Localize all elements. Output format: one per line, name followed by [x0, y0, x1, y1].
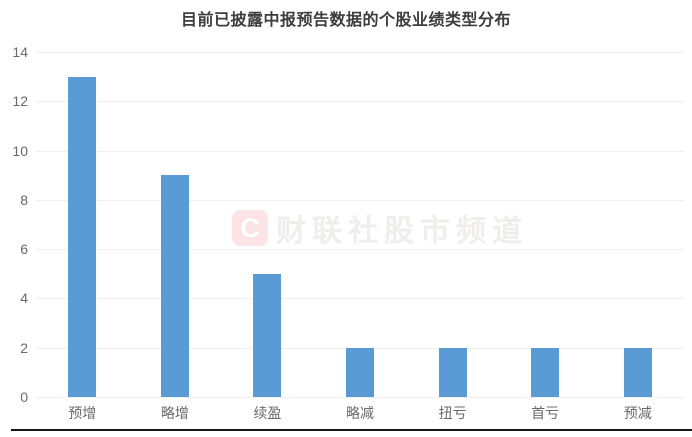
x-tick-label: 略减: [346, 405, 375, 421]
bar-预增: [68, 76, 97, 397]
y-axis-labels: 0 2 4 6 8 10 12 14: [0, 44, 28, 405]
bar-略增: [160, 175, 189, 397]
bar-slot: [499, 52, 592, 397]
bar-slot: [221, 52, 314, 397]
y-tick-label: 8: [20, 191, 28, 208]
gridline: [36, 101, 684, 103]
gridline: [36, 199, 684, 201]
bar-略减: [346, 347, 375, 397]
bar-slot: [406, 52, 499, 397]
chart-title: 目前已披露中报预告数据的个股业绩类型分布: [180, 12, 511, 29]
bottom-divider: [11, 429, 692, 431]
y-tick-label: 12: [12, 93, 28, 110]
gridline: [36, 397, 684, 398]
gridline: [36, 52, 684, 53]
bar-slot: [591, 52, 684, 397]
bar-首亏: [531, 347, 560, 397]
bars-layer: [36, 52, 684, 397]
x-tick-label: 预增: [68, 405, 97, 421]
bar-slot: [129, 52, 222, 397]
y-tick-label: 0: [20, 389, 28, 405]
x-tick-label: 略增: [160, 405, 189, 421]
y-tick-label: 10: [12, 142, 28, 159]
gridline: [36, 249, 684, 251]
gridline: [36, 298, 684, 300]
gridline: [36, 150, 684, 152]
y-tick-label: 6: [20, 241, 28, 258]
x-tick-label: 首亏: [531, 405, 560, 421]
y-tick-label: 2: [20, 339, 28, 356]
y-tick-label: 14: [12, 44, 28, 60]
bar-续盈: [253, 273, 282, 397]
bar-预减: [623, 347, 652, 397]
bar-扭亏: [438, 347, 467, 397]
x-tick-label: 预减: [623, 405, 652, 421]
bar-slot: [36, 52, 129, 397]
plot-area: [36, 52, 684, 398]
y-tick-label: 4: [20, 290, 28, 307]
x-tick-label: 续盈: [253, 405, 282, 421]
bar-slot: [314, 52, 407, 397]
x-axis-labels: 预增 略增 续盈 略减 扭亏 首亏 预减: [36, 403, 684, 423]
x-tick-label: 扭亏: [438, 405, 467, 421]
